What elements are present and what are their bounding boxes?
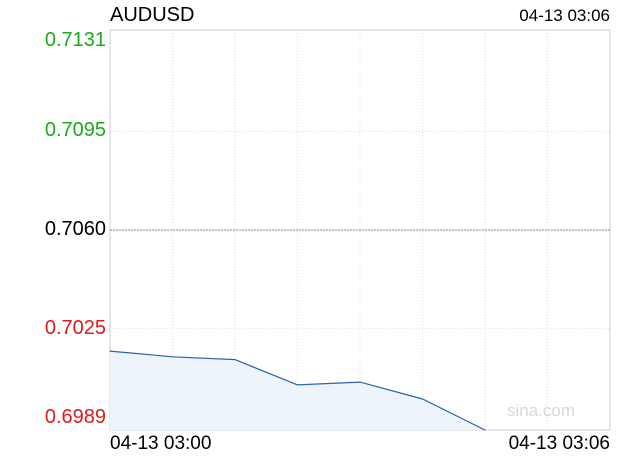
y-tick-label: 0.7131 bbox=[44, 29, 106, 51]
price-point bbox=[421, 398, 424, 400]
timestamp-label: 04-13 03:06 bbox=[519, 6, 610, 25]
watermark: sina.com bbox=[507, 401, 576, 420]
x-end-label: 04-13 03:06 bbox=[508, 433, 610, 454]
price-point bbox=[109, 350, 111, 352]
price-point bbox=[171, 356, 174, 358]
x-start-label: 04-13 03:00 bbox=[110, 433, 212, 454]
price-area bbox=[110, 351, 485, 430]
y-tick-label: 0.7095 bbox=[44, 119, 106, 142]
y-tick-label: 0.6989 bbox=[44, 406, 106, 428]
price-point bbox=[484, 429, 486, 431]
price-point bbox=[234, 358, 236, 361]
symbol-title: AUDUSD bbox=[110, 4, 195, 26]
y-tick-label: 0.7025 bbox=[44, 316, 106, 339]
y-tick-label: 0.7060 bbox=[44, 218, 106, 240]
price-point bbox=[296, 384, 299, 386]
price-point bbox=[359, 381, 361, 383]
